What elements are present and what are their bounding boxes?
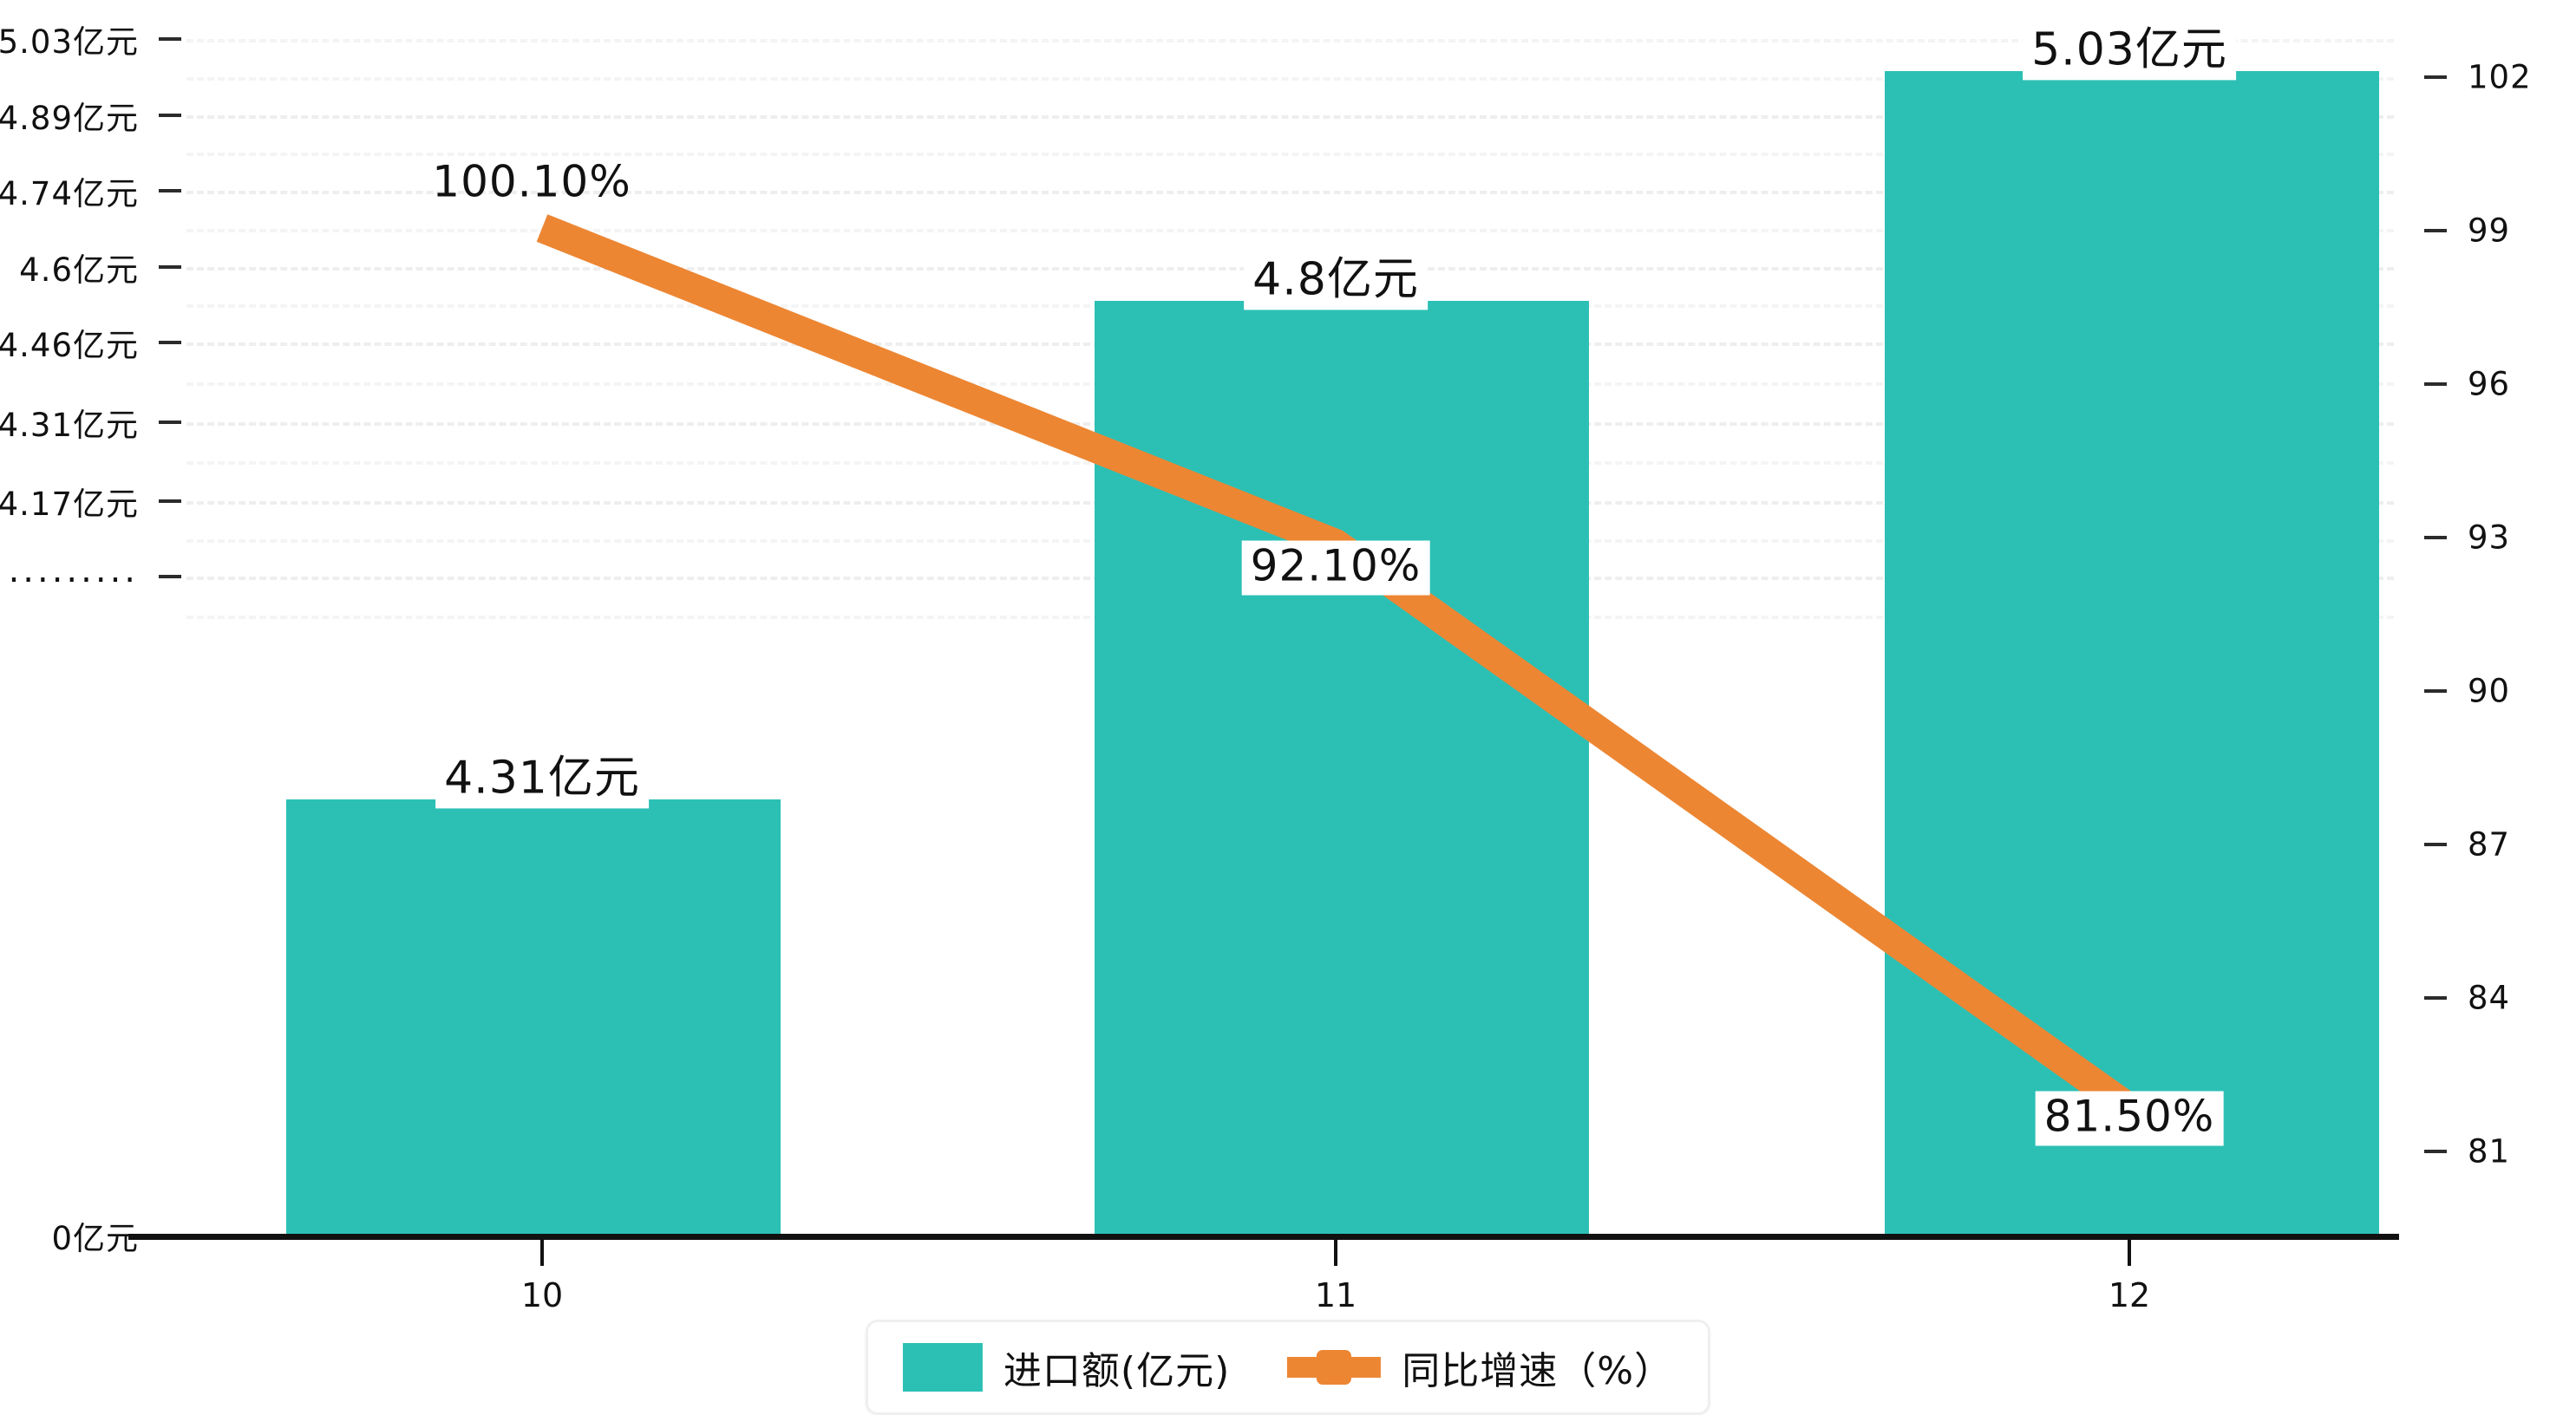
- y-axis-right-label: 102: [2468, 58, 2532, 96]
- chart-legend: 进口额(亿元) 同比增速（%）: [865, 1320, 1711, 1415]
- y-axis-right-label: 93: [2468, 518, 2511, 557]
- legend-label-growth-rate: 同比增速（%）: [1402, 1349, 1674, 1393]
- y-axis-left-tick: [159, 499, 181, 503]
- y-axis-left-tick: [159, 575, 181, 578]
- gridline: [186, 115, 2394, 119]
- bar-value-label-12: 5.03亿元: [2023, 23, 2236, 81]
- y-axis-left-label: 4.46亿元: [0, 327, 139, 364]
- y-axis-left-tick: [159, 114, 181, 117]
- y-axis-right-tick: [2424, 996, 2447, 1000]
- x-axis-tick: [1334, 1240, 1337, 1266]
- bar-12[interactable]: [1885, 71, 2379, 1236]
- line-value-label-12: 81.50%: [2035, 1091, 2224, 1146]
- x-axis-label-11: 11: [1314, 1276, 1357, 1314]
- bar-swatch-icon: [902, 1343, 983, 1392]
- x-axis-line: [128, 1234, 2399, 1240]
- y-axis-right-label: 99: [2468, 212, 2511, 250]
- y-axis-left-label: 4.31亿元: [0, 407, 139, 444]
- y-axis-right-tick: [2424, 689, 2447, 693]
- y-axis-left-label: 4.74亿元: [0, 175, 139, 212]
- line-value-label-11: 92.10%: [1241, 540, 1430, 596]
- y-axis-right-label: 84: [2468, 979, 2511, 1017]
- line-swatch-icon: [1287, 1343, 1382, 1392]
- y-axis-right-label: 90: [2468, 672, 2511, 710]
- y-axis-right-tick: [2424, 75, 2447, 79]
- y-axis-left-label: 4.6亿元: [19, 251, 139, 289]
- y-axis-left-break-label: .........: [8, 551, 139, 590]
- y-axis-left-tick: [159, 421, 181, 424]
- gridline: [186, 77, 2394, 81]
- y-axis-left-label: 4.17亿元: [0, 486, 139, 523]
- x-axis-tick: [2128, 1240, 2131, 1266]
- y-axis-right-tick: [2424, 1150, 2447, 1153]
- line-swatch-marker: [1317, 1350, 1352, 1385]
- bar-11[interactable]: [1095, 301, 1589, 1236]
- legend-label-import-amount: 进口额(亿元): [1003, 1349, 1231, 1393]
- x-axis-label-10: 10: [520, 1276, 564, 1314]
- y-axis-right-tick: [2424, 536, 2447, 539]
- y-axis-right-tick: [2424, 229, 2447, 232]
- y-axis-left-tick: [159, 265, 181, 269]
- legend-item-import-amount[interactable]: 进口额(亿元): [902, 1340, 1231, 1395]
- gridline: [186, 39, 2394, 42]
- x-axis-label-12: 12: [2108, 1276, 2151, 1314]
- y-axis-right-label: 81: [2468, 1132, 2511, 1170]
- gridline: [186, 153, 2394, 156]
- y-axis-left-label: 5.03亿元: [0, 23, 139, 61]
- legend-item-growth-rate[interactable]: 同比增速（%）: [1287, 1340, 1673, 1395]
- bar-value-label-11: 4.8亿元: [1244, 253, 1428, 310]
- y-axis-left-tick: [159, 189, 181, 192]
- y-axis-left-label: 0亿元: [51, 1220, 139, 1257]
- gridline: [186, 191, 2394, 194]
- y-axis-right-label: 87: [2468, 825, 2511, 864]
- x-axis-tick: [540, 1240, 544, 1266]
- y-axis-right-tick: [2424, 382, 2447, 386]
- y-axis-left-label: 4.89亿元: [0, 100, 139, 137]
- y-axis-right-tick: [2424, 843, 2447, 846]
- y-axis-right-label: 96: [2468, 365, 2511, 403]
- y-axis-left-tick: [159, 341, 181, 344]
- bar-value-label-10: 4.31亿元: [435, 752, 649, 809]
- line-value-label-10: 100.10%: [432, 156, 631, 207]
- y-axis-left-tick: [159, 37, 181, 41]
- bar-10[interactable]: [286, 799, 781, 1236]
